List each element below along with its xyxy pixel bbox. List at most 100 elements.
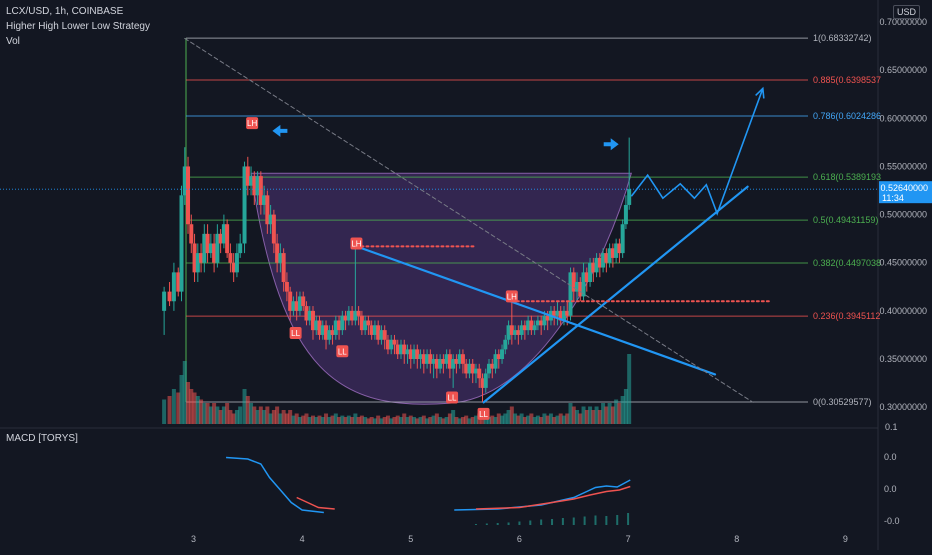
y-tick-label: 0.50000000 [879,210,927,220]
y-tick-label: 0.30000000 [879,402,927,412]
candle-body [496,354,501,360]
fib-label-0.618: 0.618(0.5389193 [813,172,881,182]
candle-body [353,310,358,321]
pivot-badge-ll [289,327,302,340]
volume-bar [278,413,283,424]
ascending-trendline [482,185,749,404]
volume-bar [473,415,478,424]
candle-body [444,354,449,364]
y-tick-label: 0.70000000 [879,17,927,27]
macd-histogram-bar [627,513,630,525]
volume-bar [310,415,315,424]
volume-bar [594,406,599,424]
candle-body [234,253,239,273]
volume-bar [176,392,181,424]
volume-bar [447,413,452,424]
candle-body [218,233,223,244]
volume-bar [231,413,236,424]
candle-body [304,306,309,321]
y-tick-label: 0.55000000 [879,161,927,171]
volume-bar [513,413,518,424]
pivot-badge-ll [477,407,490,420]
candle-body [500,349,505,360]
candle-body [221,224,226,244]
candle-body [477,368,482,379]
volume-bar [506,410,511,424]
volume-bar [412,417,417,424]
pivot-label-ll: LL [338,347,347,356]
volume-bar [568,403,573,424]
volume-bar [545,415,550,424]
candle-body [597,257,602,268]
candle-body [539,320,544,326]
volume-bar [350,417,355,424]
y-bottom-label: 0.1 [885,422,898,432]
candle-body [487,363,492,374]
x-tick-label: 7 [626,534,631,544]
candle-body [438,359,443,369]
candle-body [288,291,293,311]
candle-body [372,325,377,335]
fib-label-0.885: 0.885(0.6398537 [813,75,881,85]
volume-bar [304,413,309,424]
candle-body [189,224,194,244]
volume-bar [460,417,465,424]
volume-bar [454,417,459,424]
fib-label-0.236: 0.236(0.3945112 [813,311,880,321]
volume-bar [627,354,632,424]
volume-bar [571,406,576,424]
candle-body [176,272,181,292]
macd-histogram-bar [561,518,564,525]
volume-bar [189,389,194,424]
pivot-badge-lh [246,117,259,130]
candle-body [395,344,400,355]
currency-badge[interactable]: USD [893,5,921,19]
candle-body [258,176,263,205]
candle-body [519,325,524,335]
volume-bar [265,406,270,424]
candle-body [278,253,283,263]
volume-bar [588,406,593,424]
candle-body [324,325,329,340]
macd-signal-line-recent [475,485,631,510]
volume-bar [301,415,306,424]
volume-bar [581,406,586,424]
volume-bar [539,417,544,424]
volume-bar [591,410,596,424]
volume-bar [320,417,325,424]
volume-bar [389,418,394,424]
volume-bar [405,417,410,424]
volume-bar [228,410,233,424]
candle-body [627,189,632,205]
candle-body [591,262,596,273]
volume-bar [457,418,462,424]
volume-bar [421,415,426,424]
symbol-title: LCX/USD, 1h, COINBASE [6,6,124,17]
volume-bar [363,417,368,424]
macd-histogram-bar [474,524,477,525]
volume-bar [242,389,247,424]
volume-bar [234,410,239,424]
candle-body [281,253,286,282]
candle-body [529,320,534,331]
x-tick-label: 3 [191,534,196,544]
volume-bar [535,415,540,424]
volume-bar [218,410,223,424]
candle-body [405,349,410,355]
candle-body [493,354,498,369]
candle-body [343,315,348,321]
candle-body [297,296,302,311]
projection-arrowhead [755,86,765,99]
candle-body [379,330,384,340]
macd-histogram-bar [583,516,586,525]
volume-bar [372,418,377,424]
candle-body [346,310,351,321]
volume-bar [584,410,589,424]
candle-body [513,330,518,335]
volume-bar [542,413,547,424]
candle-body [620,224,625,254]
candle-body [228,253,233,263]
candle-body [441,359,446,364]
